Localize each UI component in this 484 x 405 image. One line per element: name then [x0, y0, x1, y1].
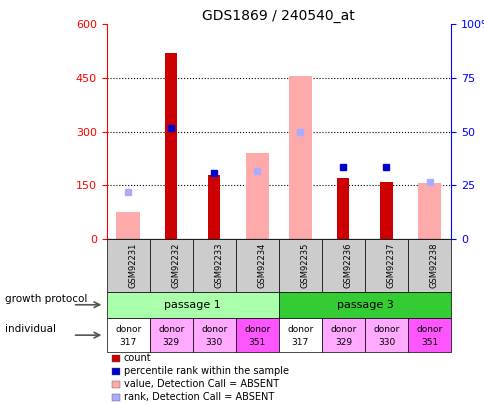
Text: individual: individual: [5, 324, 56, 334]
Text: 317: 317: [120, 338, 136, 347]
Text: value, Detection Call = ABSENT: value, Detection Call = ABSENT: [123, 379, 278, 389]
Text: passage 3: passage 3: [336, 300, 393, 310]
Text: donor: donor: [330, 326, 356, 335]
Text: GSM92236: GSM92236: [343, 243, 352, 288]
Text: donor: donor: [244, 326, 270, 335]
Text: growth protocol: growth protocol: [5, 294, 87, 304]
Text: 329: 329: [334, 338, 351, 347]
Text: donor: donor: [373, 326, 399, 335]
Text: 330: 330: [205, 338, 223, 347]
Text: 351: 351: [420, 338, 437, 347]
Text: GSM92237: GSM92237: [386, 243, 394, 288]
Text: GSM92235: GSM92235: [300, 243, 309, 288]
Text: GSM92233: GSM92233: [214, 243, 223, 288]
Text: donor: donor: [201, 326, 227, 335]
Bar: [417, 183, 440, 239]
Text: count: count: [123, 354, 151, 363]
Text: GSM92234: GSM92234: [257, 243, 266, 288]
Bar: [245, 153, 269, 239]
Text: rank, Detection Call = ABSENT: rank, Detection Call = ABSENT: [123, 392, 273, 402]
Bar: [379, 182, 392, 239]
Text: GSM92238: GSM92238: [429, 243, 438, 288]
Bar: [165, 53, 177, 239]
Text: passage 1: passage 1: [164, 300, 221, 310]
Text: donor: donor: [115, 326, 141, 335]
Title: GDS1869 / 240540_at: GDS1869 / 240540_at: [202, 9, 354, 23]
Bar: [208, 175, 220, 239]
Text: donor: donor: [416, 326, 442, 335]
Text: 330: 330: [377, 338, 394, 347]
Text: percentile rank within the sample: percentile rank within the sample: [123, 367, 288, 376]
Text: donor: donor: [158, 326, 184, 335]
Text: GSM92231: GSM92231: [128, 243, 137, 288]
Bar: [116, 212, 140, 239]
Text: donor: donor: [287, 326, 313, 335]
Bar: [288, 76, 312, 239]
Text: GSM92232: GSM92232: [171, 243, 180, 288]
Text: 317: 317: [291, 338, 308, 347]
Bar: [337, 178, 349, 239]
Text: 351: 351: [248, 338, 265, 347]
Text: 329: 329: [162, 338, 180, 347]
